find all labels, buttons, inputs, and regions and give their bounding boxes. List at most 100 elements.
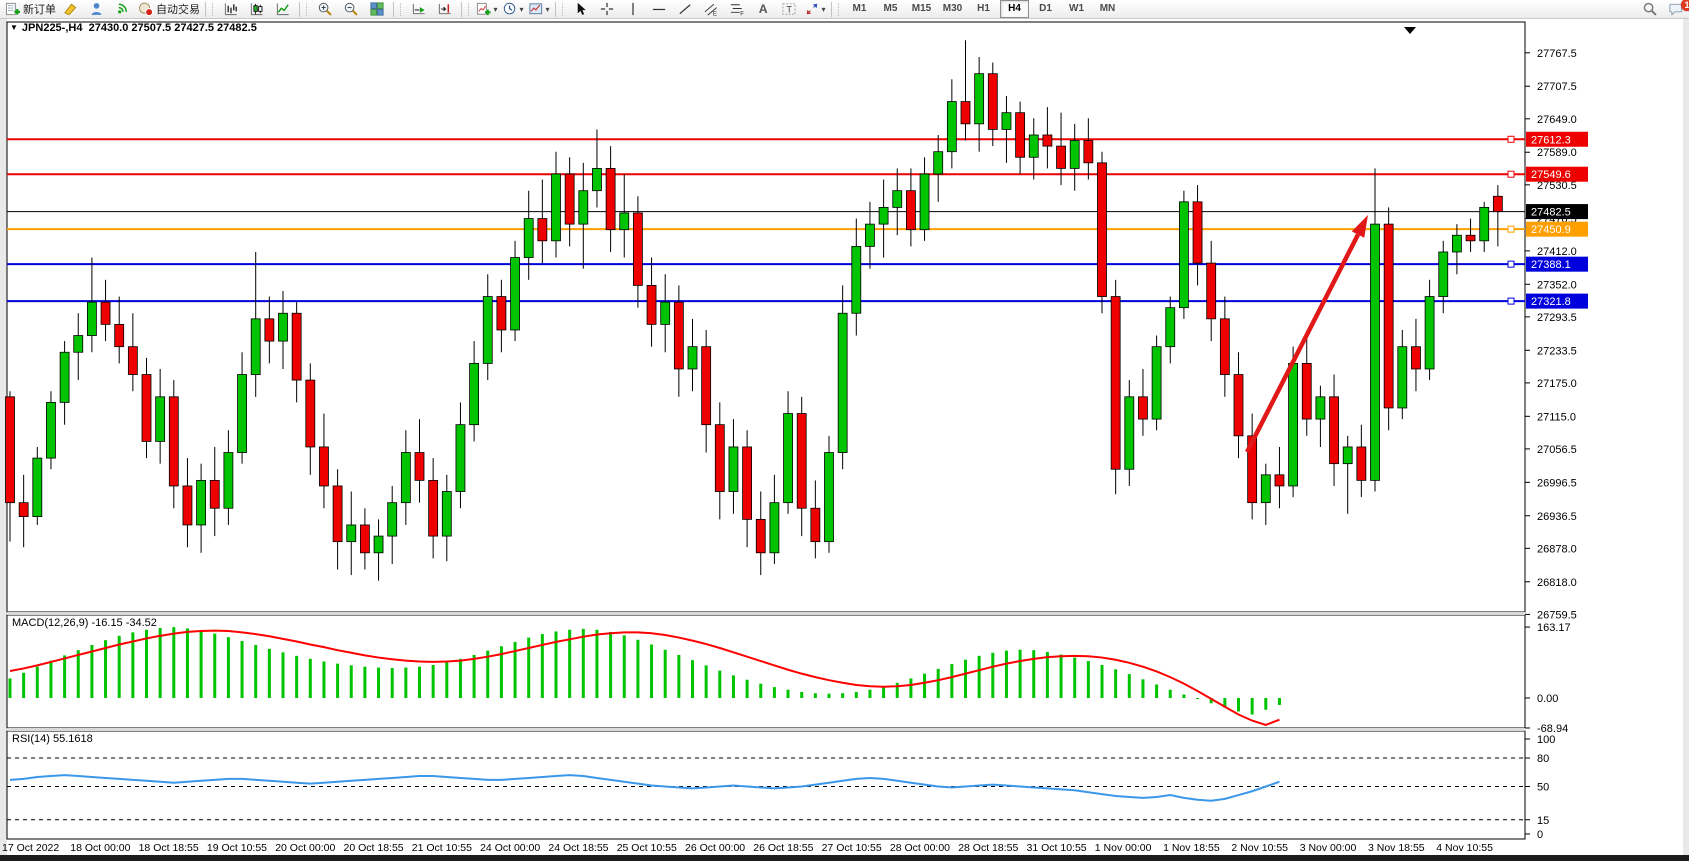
crosshair-button[interactable] [594, 1, 620, 18]
line-handle-marker[interactable] [1507, 170, 1515, 178]
templates-button[interactable]: ▾ [526, 1, 552, 18]
macd-histogram-bar [1045, 651, 1049, 698]
timeframe-button-H4[interactable]: H4 [1000, 0, 1029, 18]
macd-histogram-bar [8, 678, 12, 698]
candle-body [127, 346, 138, 375]
price-axis-tick-label: 27233.5 [1537, 345, 1577, 357]
line-handle-marker[interactable] [1507, 297, 1515, 305]
search-button[interactable] [1637, 1, 1663, 18]
candle-body [1110, 296, 1121, 470]
timeframe-button-M15[interactable]: M15 [911, 3, 932, 14]
panel-splitter[interactable] [7, 612, 1525, 615]
trend-arrow-head[interactable] [1351, 215, 1368, 238]
candle-body [5, 396, 15, 504]
macd-histogram-bar [1223, 698, 1227, 708]
timeframe-button-M1[interactable]: M1 [852, 3, 867, 14]
styler-button[interactable] [58, 1, 84, 18]
new-chart-button[interactable]: ▾ [474, 1, 500, 18]
text-button[interactable]: A [750, 1, 776, 18]
time-axis-label: 31 Oct 10:55 [1027, 842, 1087, 854]
candle-body [537, 218, 548, 242]
line-handle-marker[interactable] [1507, 260, 1515, 268]
autotrading-button[interactable]: 自动交易 [136, 1, 202, 18]
trend-arrow-line[interactable] [1244, 233, 1361, 454]
community-button[interactable] [84, 1, 110, 18]
price-line-label-text: 27482.5 [1531, 207, 1571, 219]
vertical-line-button[interactable] [620, 1, 646, 18]
timeframe-button-D1[interactable]: D1 [1039, 3, 1052, 14]
rsi-axis-label: 50 [1537, 782, 1549, 794]
new-order-button-label: 新订单 [23, 4, 56, 16]
signals-button[interactable] [110, 1, 136, 18]
candle-body [482, 296, 493, 364]
periods-button[interactable]: ▾ [500, 1, 526, 18]
candle-body [824, 452, 834, 543]
price-axis-tick-label: 27767.5 [1537, 48, 1577, 60]
line-handle-marker[interactable] [1507, 225, 1515, 233]
candle-body [1028, 134, 1039, 158]
chart-shift-button[interactable] [432, 1, 458, 18]
time-axis-label: 20 Oct 18:55 [344, 842, 404, 854]
toolbar-separator [299, 1, 300, 17]
zoom-out-button[interactable] [338, 1, 364, 18]
bar-chart-button[interactable] [218, 1, 244, 18]
notification-badge: 1 [1681, 0, 1689, 11]
tile-windows-button[interactable] [364, 1, 390, 18]
candle-body [974, 73, 985, 125]
candle-body [373, 535, 384, 554]
macd-histogram-bar [977, 655, 981, 698]
trend-line-button[interactable] [672, 1, 698, 18]
scroll-to-end-marker[interactable] [1404, 27, 1416, 34]
macd-histogram-bar [581, 628, 585, 698]
time-axis-label: 26 Oct 00:00 [685, 842, 745, 854]
chart-menu-icon[interactable]: ▼ [10, 23, 18, 32]
candle-body [1247, 435, 1258, 504]
timeframe-button-MN[interactable]: MN [1099, 3, 1116, 14]
macd-histogram-bar [704, 665, 708, 698]
auto-scroll-button[interactable] [406, 1, 432, 18]
candle-body [196, 479, 207, 526]
main-price-panel[interactable] [6, 21, 1526, 613]
macd-histogram-bar [1141, 679, 1145, 698]
candle-body [100, 301, 111, 325]
macd-histogram-bar [1100, 664, 1104, 698]
signal-icon [118, 3, 128, 14]
fibonacci-button[interactable]: F [724, 1, 750, 18]
time-axis-label: 17 Oct 2022 [2, 842, 59, 854]
timeframe-button-H1[interactable]: H1 [977, 3, 990, 14]
brush-icon [64, 3, 77, 16]
autotrade-icon [139, 2, 154, 17]
macd-histogram-bar [104, 640, 108, 698]
panel-splitter[interactable] [7, 728, 1525, 731]
price-line-label-text: 27450.9 [1531, 224, 1571, 236]
text-label-button[interactable]: T [776, 1, 802, 18]
equidistant-channel-button[interactable]: E [698, 1, 724, 18]
rsi-panel[interactable] [6, 730, 1526, 840]
horizontal-line-button[interactable] [646, 1, 672, 18]
horizontal-scrollbar[interactable] [0, 855, 1689, 861]
line-chart-button[interactable] [270, 1, 296, 18]
line-handle-marker[interactable] [1507, 135, 1515, 143]
arrows-button[interactable]: ▾ [802, 1, 828, 18]
macd-histogram-bar [172, 627, 176, 698]
new-order-button[interactable]: 新订单 [3, 1, 58, 18]
chart-canvas[interactable]: 27767.527707.527649.027589.027530.527470… [0, 19, 1689, 861]
toolbar-separator [831, 1, 832, 17]
cursor-button[interactable] [568, 1, 594, 18]
macd-histogram-bar [1032, 650, 1036, 698]
zoom-in-button[interactable] [312, 1, 338, 18]
macd-histogram-bar [486, 650, 490, 698]
timeframe-button-M30[interactable]: M30 [942, 3, 963, 14]
macd-histogram-bar [1264, 698, 1268, 710]
timeframe-button-M5[interactable]: M5 [883, 3, 898, 14]
time-axis-label: 1 Nov 00:00 [1095, 842, 1152, 854]
chat-button[interactable]: 1 [1663, 0, 1689, 18]
timeframe-button-W1[interactable]: W1 [1069, 3, 1084, 14]
candlestick-chart-button[interactable] [244, 1, 270, 18]
macd-indicator-label: MACD(12,26,9) -16.15 -34.52 [12, 617, 157, 629]
rsi-axis-label: 100 [1537, 734, 1555, 746]
toolbar-grip [468, 2, 471, 16]
macd-histogram-bar [281, 652, 285, 698]
candle-body [1042, 134, 1053, 147]
candle-body [182, 485, 193, 526]
